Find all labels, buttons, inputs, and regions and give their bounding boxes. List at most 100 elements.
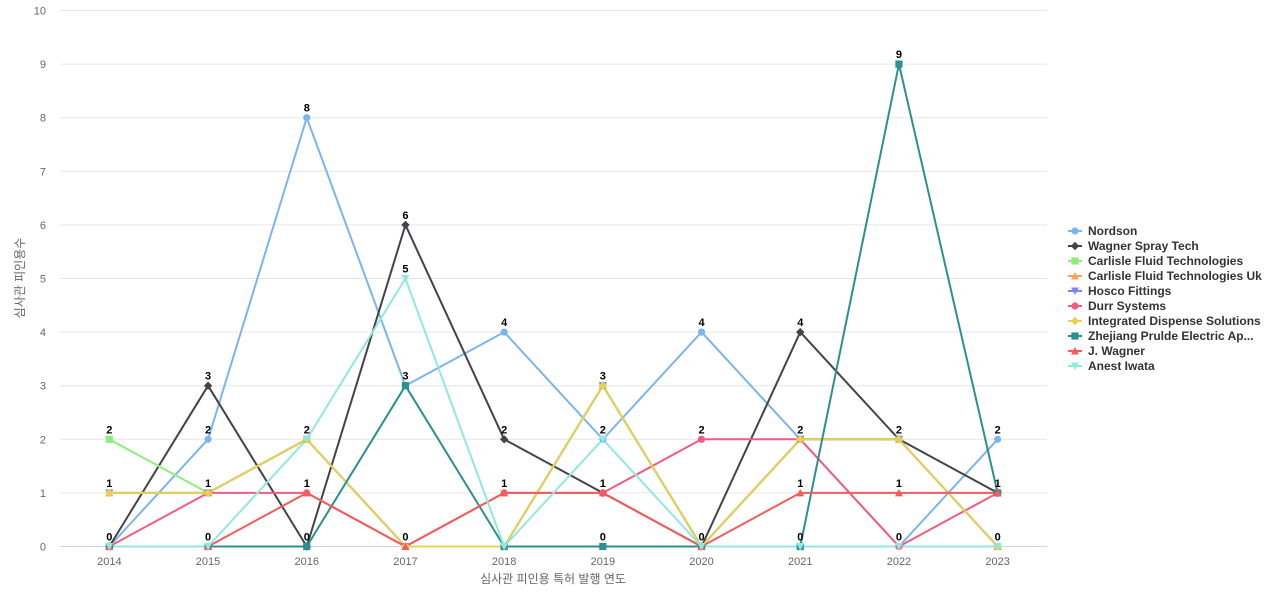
y-tick-label: 10: [34, 6, 46, 18]
data-point[interactable]: [401, 275, 410, 283]
data-point[interactable]: [895, 60, 903, 68]
legend-marker-icon[interactable]: [1071, 227, 1079, 235]
legend-item[interactable]: J. Wagner: [1068, 344, 1145, 358]
y-tick-label: 3: [40, 381, 46, 393]
data-point[interactable]: [697, 328, 706, 336]
legend-marker-icon[interactable]: [1071, 287, 1079, 296]
legend-label: Carlisle Fluid Technologies: [1088, 254, 1243, 268]
legend-label: Durr Systems: [1088, 299, 1166, 313]
data-point[interactable]: [105, 488, 114, 498]
data-label: 2: [896, 424, 902, 436]
data-label: 0: [797, 532, 803, 544]
data-point[interactable]: [796, 327, 805, 337]
data-point[interactable]: [105, 435, 113, 443]
data-point[interactable]: [401, 220, 410, 230]
legend-item[interactable]: Zhejiang Prulde Electric Ap...: [1068, 329, 1254, 343]
data-point[interactable]: [105, 543, 114, 551]
series-lines: [108, 63, 999, 548]
data-point[interactable]: [500, 328, 508, 336]
data-label: 3: [600, 371, 606, 383]
legend-item[interactable]: Carlisle Fluid Technologies Uk: [1068, 269, 1262, 283]
data-point[interactable]: [302, 435, 311, 444]
legend-marker-icon[interactable]: [1071, 302, 1079, 310]
data-label: 1: [304, 478, 310, 490]
legend-marker-icon[interactable]: [1071, 272, 1079, 280]
data-label: 2: [600, 424, 606, 436]
data-point[interactable]: [796, 543, 805, 551]
data-label: 0: [304, 532, 310, 544]
data-label: 3: [205, 371, 211, 383]
data-label: 0: [896, 532, 902, 544]
x-tick-label: 2016: [295, 556, 319, 568]
x-tick-label: 2015: [196, 556, 220, 568]
legend-marker-icon[interactable]: [1070, 316, 1080, 326]
data-label: 5: [402, 264, 408, 276]
data-label: 1: [205, 478, 211, 490]
data-label: 2: [698, 424, 704, 436]
data-point[interactable]: [599, 542, 607, 551]
data-point[interactable]: [401, 382, 410, 390]
data-label: 2: [797, 424, 803, 436]
legend-item[interactable]: Hosco Fittings: [1068, 284, 1172, 298]
data-point[interactable]: [796, 488, 805, 497]
y-tick-label: 9: [40, 59, 46, 71]
x-tick-label: 2020: [689, 556, 713, 568]
data-point[interactable]: [796, 435, 805, 444]
data-label: 3: [402, 371, 408, 383]
data-point[interactable]: [303, 542, 311, 551]
data-point[interactable]: [401, 542, 410, 551]
x-tick-label: 2021: [788, 556, 812, 568]
legend-label: Anest Iwata: [1088, 359, 1155, 373]
data-point[interactable]: [894, 543, 903, 551]
x-tick-label: 2023: [985, 556, 1009, 568]
legend-item[interactable]: Durr Systems: [1068, 299, 1166, 313]
legend-marker-icon[interactable]: [1071, 347, 1079, 355]
data-point[interactable]: [697, 543, 706, 551]
data-point[interactable]: [204, 543, 213, 551]
data-point[interactable]: [894, 435, 904, 444]
data-point[interactable]: [500, 543, 509, 551]
data-point[interactable]: [499, 435, 509, 444]
data-point[interactable]: [697, 435, 706, 443]
data-point[interactable]: [598, 435, 607, 444]
legend-label: Wagner Spray Tech: [1088, 239, 1199, 253]
data-point[interactable]: [993, 488, 1002, 497]
data-label: 1: [600, 478, 606, 490]
data-label: 4: [501, 317, 508, 329]
legend-marker-icon[interactable]: [1070, 241, 1080, 251]
legend-marker-icon[interactable]: [1071, 257, 1079, 265]
data-point[interactable]: [598, 381, 608, 390]
data-point[interactable]: [894, 488, 903, 497]
y-axis-ticks: 0 1 2 3 4 5 6 7 8 9 10: [34, 6, 46, 554]
series-line-6: [108, 384, 999, 548]
data-label: 0: [698, 532, 704, 544]
data-point[interactable]: [302, 488, 311, 497]
data-point[interactable]: [203, 488, 213, 498]
legend-item[interactable]: Carlisle Fluid Technologies: [1068, 254, 1243, 268]
legend-item[interactable]: Nordson: [1068, 224, 1137, 238]
data-point[interactable]: [203, 381, 213, 390]
data-point[interactable]: [303, 114, 311, 122]
data-point[interactable]: [994, 435, 1002, 443]
data-point[interactable]: [204, 435, 212, 443]
legend-item[interactable]: Anest Iwata: [1068, 359, 1155, 373]
legend-label: Zhejiang Prulde Electric Ap...: [1088, 329, 1254, 343]
data-point[interactable]: [993, 543, 1002, 551]
data-label: 0: [402, 532, 408, 544]
data-point[interactable]: [598, 488, 607, 497]
legend-marker-icon[interactable]: [1071, 332, 1079, 340]
x-axis-title: 심사관 피인용 특허 발행 연도: [480, 571, 626, 586]
x-tick-label: 2019: [591, 556, 615, 568]
x-tick-label: 2018: [492, 556, 516, 568]
legend-item[interactable]: Wagner Spray Tech: [1068, 239, 1199, 253]
data-label: 6: [402, 210, 408, 222]
legend-label: Hosco Fittings: [1088, 284, 1172, 298]
series-line-7: [108, 63, 999, 548]
data-point[interactable]: [500, 488, 509, 497]
legend-marker-icon[interactable]: [1071, 362, 1079, 371]
legend-item[interactable]: Integrated Dispense Solutions: [1068, 314, 1261, 328]
data-label: 1: [797, 478, 803, 490]
data-label: 2: [501, 424, 507, 436]
